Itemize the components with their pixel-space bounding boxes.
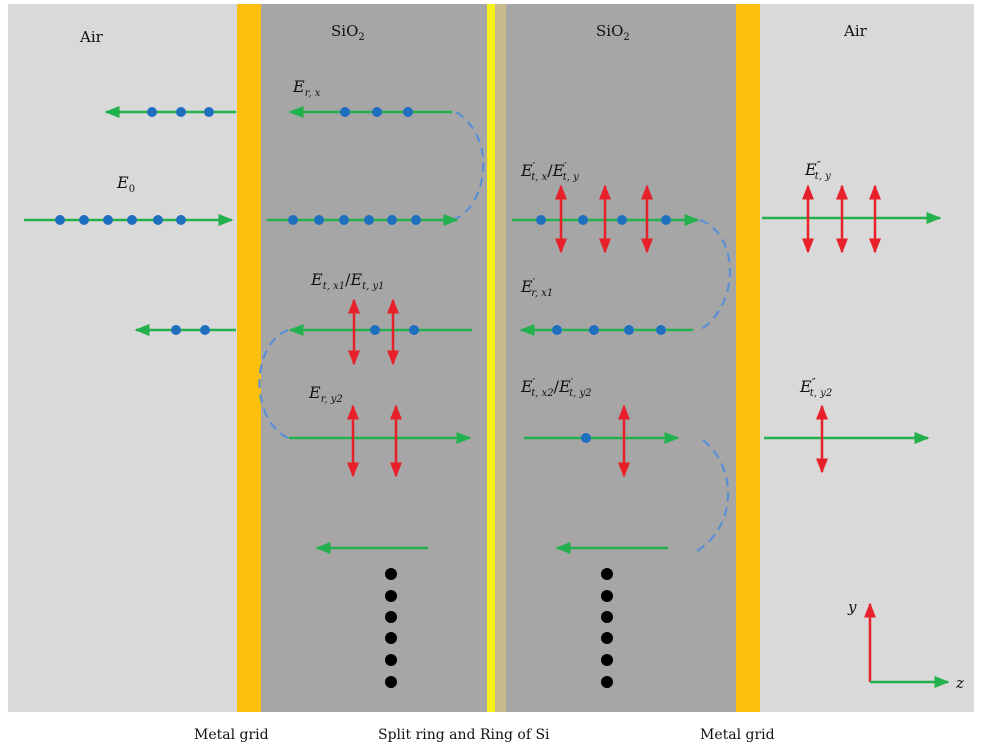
split-ring-layer bbox=[487, 4, 495, 712]
dashed-path-right-top bbox=[699, 218, 731, 331]
metal-grid-right bbox=[736, 4, 760, 712]
label-Et-y-double-prime: E″ t, y bbox=[804, 159, 831, 182]
air-left-label: Air bbox=[79, 28, 104, 46]
continuation-dots-left bbox=[385, 568, 397, 688]
y-axis-label: y bbox=[847, 598, 857, 616]
y-polarization-arrows bbox=[347, 184, 881, 478]
label-Et-x-Et-y-prime: E′ t, x/E′ t, y bbox=[520, 160, 579, 183]
label-Er-y2: Er, y2 bbox=[308, 383, 343, 405]
metal-grid-left bbox=[237, 4, 261, 712]
label-Et-y2-double-prime: E″ t, y2 bbox=[799, 376, 832, 399]
air-right-label: Air bbox=[843, 22, 868, 40]
label-Et-x1-Et-y1: Et, x1/Et, y1 bbox=[310, 270, 385, 292]
dashed-path-right-bottom bbox=[694, 439, 730, 553]
sio2-left-label: SiO2 bbox=[331, 22, 365, 43]
air-right-region bbox=[760, 4, 974, 712]
label-Et-x2-Et-y2-prime: E′ t, x2/E′ t, y2 bbox=[520, 376, 592, 399]
metal-grid-left-caption: Metal grid bbox=[194, 727, 269, 743]
x-polarization-dots bbox=[55, 107, 671, 443]
z-axis-label: z bbox=[955, 674, 964, 692]
sio2-left-region bbox=[261, 4, 488, 712]
metal-grid-right-caption: Metal grid bbox=[700, 727, 775, 743]
dashed-path-left-top bbox=[451, 111, 485, 222]
label-Er-x1-prime: E′ r, x1 bbox=[520, 276, 553, 299]
split-ring-caption: Split ring and Ring of Si bbox=[378, 727, 550, 743]
label-E0: E0 bbox=[116, 173, 135, 195]
label-Er-x: Er, x bbox=[292, 77, 321, 99]
continuation-dots-right bbox=[601, 568, 613, 688]
sio2-right-label: SiO2 bbox=[596, 22, 630, 43]
si-ring-layer bbox=[495, 4, 506, 712]
sio2-right-region bbox=[506, 4, 736, 712]
air-left-region bbox=[8, 4, 238, 712]
dashed-path-left-bottom bbox=[258, 328, 289, 439]
